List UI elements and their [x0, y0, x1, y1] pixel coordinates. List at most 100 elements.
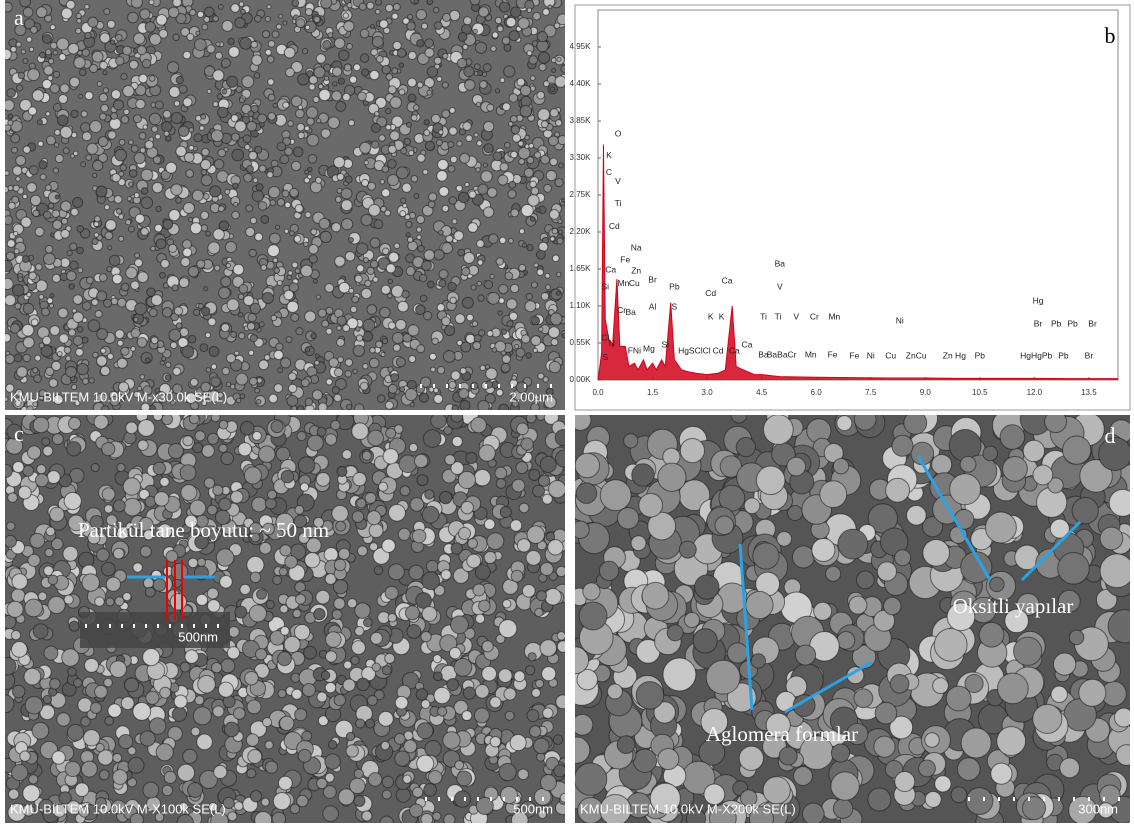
- grain: [479, 600, 491, 612]
- grain: [518, 141, 523, 146]
- grain: [141, 197, 153, 209]
- grain: [183, 51, 191, 59]
- grain: [487, 104, 494, 111]
- grain: [417, 82, 423, 88]
- grain: [280, 545, 291, 556]
- grain: [81, 111, 87, 117]
- grain: [442, 13, 450, 21]
- grain: [365, 280, 371, 286]
- grain: [298, 749, 311, 762]
- grain: [246, 227, 255, 236]
- grain: [246, 734, 259, 747]
- grain: [407, 380, 416, 389]
- grain: [128, 757, 144, 773]
- scale-label: 500nm: [178, 629, 218, 644]
- grain: [47, 298, 53, 304]
- grain: [219, 287, 231, 299]
- grain: [29, 775, 38, 784]
- grain: [739, 746, 763, 770]
- grain: [532, 688, 541, 697]
- grain: [496, 258, 504, 266]
- grain: [39, 52, 45, 58]
- grain: [557, 57, 561, 61]
- grain: [141, 403, 150, 412]
- grain: [838, 529, 868, 559]
- grain: [3, 100, 14, 111]
- grain: [347, 43, 353, 49]
- grain: [539, 327, 543, 331]
- grain: [427, 0, 433, 5]
- grain: [456, 185, 462, 191]
- grain: [260, 542, 272, 554]
- grain: [288, 384, 296, 392]
- grain: [402, 291, 409, 298]
- grain: [46, 527, 55, 536]
- grain: [134, 318, 138, 322]
- grain: [600, 480, 631, 511]
- grain: [154, 492, 169, 507]
- grain: [33, 624, 48, 639]
- grain: [537, 32, 547, 42]
- grain: [377, 395, 384, 402]
- grain: [403, 204, 407, 208]
- grain: [234, 802, 243, 811]
- grain: [75, 783, 89, 797]
- grain: [531, 187, 539, 195]
- grain: [126, 422, 138, 434]
- grain: [209, 346, 219, 356]
- grain: [382, 248, 389, 255]
- grain: [43, 253, 55, 265]
- grain: [326, 328, 332, 334]
- grain: [345, 359, 352, 366]
- grain: [68, 417, 80, 429]
- grain: [207, 588, 218, 599]
- grain: [336, 101, 346, 111]
- grain: [502, 37, 510, 45]
- grain: [414, 454, 427, 467]
- grain: [23, 146, 30, 153]
- grain: [499, 620, 517, 638]
- grain: [490, 697, 501, 708]
- grain: [235, 351, 239, 355]
- grain: [334, 694, 346, 706]
- grain: [478, 295, 485, 302]
- grain: [213, 485, 223, 495]
- grain: [93, 352, 98, 357]
- grain: [966, 788, 993, 815]
- grain: [370, 260, 378, 268]
- annotation: Oksitli yapılar: [953, 594, 1074, 618]
- grain: [218, 206, 224, 212]
- grain: [108, 131, 116, 139]
- grain: [119, 139, 125, 145]
- grain: [23, 354, 30, 361]
- grain: [440, 491, 452, 503]
- grain: [119, 214, 124, 219]
- grain: [531, 317, 539, 325]
- grain: [86, 277, 93, 284]
- scale-label: 500nm: [513, 801, 553, 816]
- grain: [545, 285, 550, 290]
- grain: [386, 428, 396, 438]
- grain: [471, 285, 476, 290]
- grain: [537, 91, 545, 99]
- grain: [172, 707, 186, 721]
- scale-label: 300nm: [1078, 801, 1118, 816]
- grain: [250, 217, 256, 223]
- grain: [11, 589, 25, 603]
- grain: [101, 406, 109, 414]
- grain: [9, 39, 17, 47]
- grain: [545, 589, 562, 606]
- grain: [496, 479, 506, 489]
- grain: [23, 785, 40, 802]
- grain: [27, 183, 37, 193]
- grain: [116, 209, 121, 214]
- grain: [756, 466, 785, 495]
- grain: [78, 698, 92, 712]
- grain: [1053, 653, 1075, 675]
- grain: [487, 188, 497, 198]
- grain: [128, 226, 134, 232]
- grain: [254, 15, 261, 22]
- grain: [439, 230, 444, 235]
- grain: [117, 463, 125, 471]
- grain: [407, 237, 412, 242]
